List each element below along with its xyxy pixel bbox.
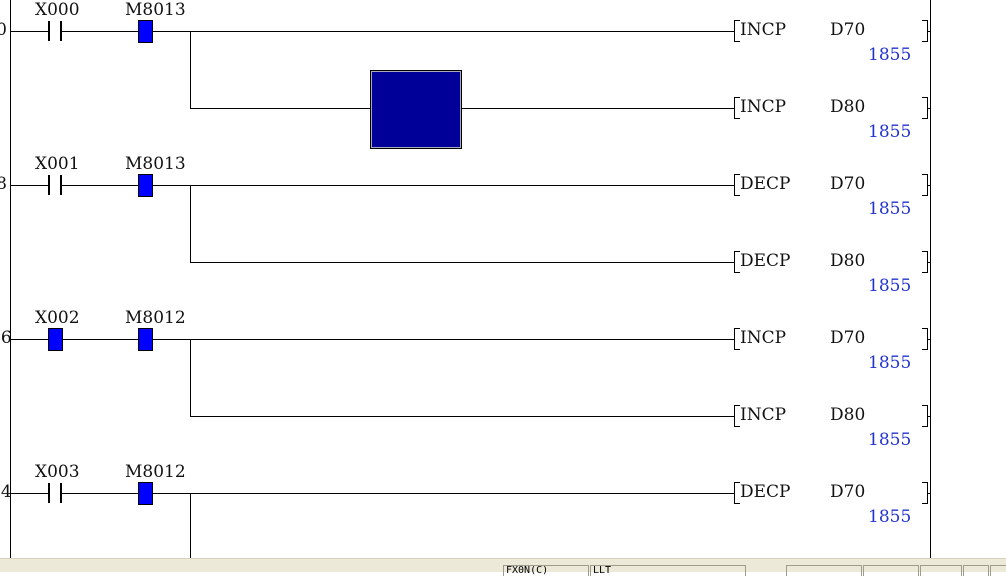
contact-label: M8013 — [125, 154, 186, 174]
instruction-open-bracket — [734, 174, 740, 196]
right-power-rail — [930, 0, 931, 558]
branch-vertical — [190, 31, 191, 108]
instruction-close-bracket — [922, 482, 928, 504]
contact-label: X000 — [35, 0, 80, 20]
contact-label: X003 — [35, 462, 80, 482]
device-name[interactable]: D80 — [830, 251, 866, 271]
monitor-value: 1855 — [868, 199, 912, 219]
contact-active-M8012[interactable] — [138, 482, 153, 505]
contact-label: X002 — [35, 308, 80, 328]
monitor-value: 1855 — [868, 430, 912, 450]
monitor-value: 1855 — [868, 276, 912, 296]
rail-stub — [928, 493, 930, 494]
branch-vertical — [190, 339, 191, 416]
instruction-close-bracket — [922, 174, 928, 196]
status-bar: FX0N(C) LLT — [0, 558, 1006, 576]
instruction-close-bracket — [922, 251, 928, 273]
monitor-value: 1855 — [868, 507, 912, 527]
rung-wire — [10, 185, 734, 186]
instruction-close-bracket — [922, 20, 928, 42]
step-number: 16 — [0, 328, 12, 348]
monitor-value: 1855 — [868, 353, 912, 373]
instruction-name[interactable]: INCP — [740, 20, 787, 40]
branch-vertical — [190, 185, 191, 262]
rail-stub — [928, 108, 930, 109]
contact-label: X001 — [35, 154, 80, 174]
instruction-name[interactable]: INCP — [740, 405, 787, 425]
contact-label: M8012 — [125, 308, 186, 328]
step-number: 0 — [0, 20, 7, 40]
rail-stub — [928, 416, 930, 417]
rail-stub — [928, 339, 930, 340]
device-name[interactable]: D80 — [830, 97, 866, 117]
device-name[interactable]: D70 — [830, 328, 866, 348]
contact-active-M8012[interactable] — [138, 328, 153, 351]
instruction-open-bracket — [734, 251, 740, 273]
instruction-open-bracket — [734, 405, 740, 427]
instruction-open-bracket — [734, 20, 740, 42]
instruction-name[interactable]: DECP — [740, 251, 791, 271]
left-power-rail — [10, 0, 11, 558]
instruction-name[interactable]: INCP — [740, 328, 787, 348]
device-name[interactable]: D70 — [830, 482, 866, 502]
device-name[interactable]: D70 — [830, 20, 866, 40]
device-name[interactable]: D70 — [830, 174, 866, 194]
step-number: 24 — [0, 482, 12, 502]
edit-cursor[interactable] — [370, 70, 462, 149]
step-number: 8 — [0, 174, 7, 194]
contact-normally-open-X001[interactable] — [48, 175, 62, 195]
instruction-close-bracket — [922, 97, 928, 119]
instruction-close-bracket — [922, 328, 928, 350]
branch-vertical — [190, 493, 191, 558]
instruction-open-bracket — [734, 482, 740, 504]
branch-wire — [190, 416, 734, 417]
instruction-name[interactable]: DECP — [740, 482, 791, 502]
rail-stub — [928, 185, 930, 186]
rung-wire — [10, 31, 734, 32]
contact-normally-open-X000[interactable] — [48, 21, 62, 41]
branch-wire — [190, 108, 734, 109]
monitor-value: 1855 — [868, 122, 912, 142]
monitor-value: 1855 — [868, 45, 912, 65]
rung-wire — [10, 339, 734, 340]
contact-label: M8012 — [125, 462, 186, 482]
instruction-close-bracket — [922, 405, 928, 427]
ladder-diagram[interactable]: 0 X000 M8013 INCP D70 1855 INCP D80 1855 8 X001 M80… — [0, 0, 1006, 558]
instruction-open-bracket — [734, 97, 740, 119]
rail-stub — [928, 262, 930, 263]
rung-wire — [10, 493, 734, 494]
contact-normally-open-X003[interactable] — [48, 483, 62, 503]
instruction-name[interactable]: DECP — [740, 174, 791, 194]
contact-label: M8013 — [125, 0, 186, 20]
rail-stub — [928, 31, 930, 32]
instruction-open-bracket — [734, 328, 740, 350]
contact-active-M8013[interactable] — [138, 174, 153, 197]
instruction-name[interactable]: INCP — [740, 97, 787, 117]
contact-active-M8013[interactable] — [138, 20, 153, 43]
contact-active-X002[interactable] — [48, 328, 63, 351]
branch-wire — [190, 262, 734, 263]
device-name[interactable]: D80 — [830, 405, 866, 425]
